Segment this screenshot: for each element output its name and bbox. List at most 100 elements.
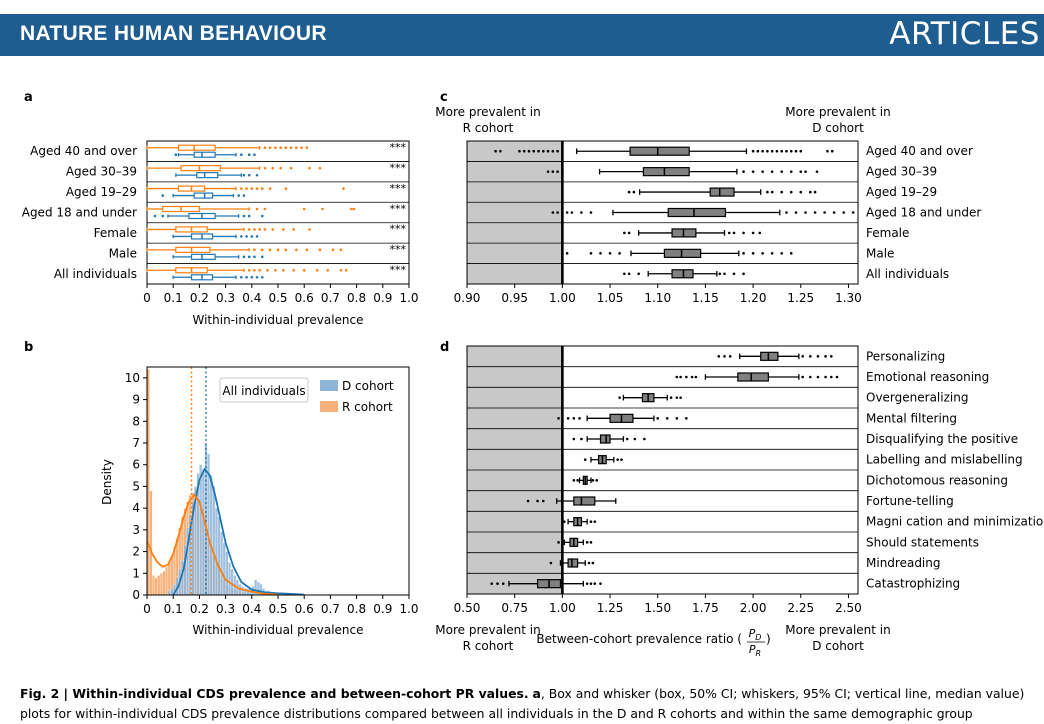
panel-c-series-outlier [727,231,731,235]
panel-b-r-hist-bar [157,575,161,596]
panel-c-series-outlier [809,190,812,194]
panel-c-series-outlier [623,231,626,235]
panel-d-series-outlier [685,375,688,379]
panel-a-r-cohort-outlier [253,248,256,252]
panel-a-r-cohort-outlier [308,228,311,231]
panel-c-series-outlier [830,149,834,153]
panel-c-xtick-label: 0.90 [454,291,481,305]
panel-b-xtick-label: 0.1 [164,602,183,616]
panel-a-xtick-label: 0.7 [321,291,340,305]
panel-c-series-outlier [494,149,497,153]
panel-c-series-outlier [627,231,631,235]
panel-c-left-note-1: More prevalent in [435,105,540,119]
panel-a-r-cohort-outlier [316,268,319,272]
panel-c-series-outlier [780,252,784,255]
panel-c-right-note-1: More prevalent in [785,105,890,119]
panel-a-frame [146,140,410,285]
panel-a-r-cohort-outlier [255,207,259,211]
panel-a-r-cohort-outlier [274,268,277,272]
panel-d-series-outlier [669,396,673,399]
panel-b-xtick-label: 0.6 [295,602,314,616]
panel-b-ytick-label: 10 [125,371,140,385]
panel-a-significance: *** [390,264,407,277]
panel-d-category-label: Emotional reasoning [866,370,989,384]
panel-d-series-outlier [589,520,593,523]
panel-a-d-cohort-outlier [153,214,157,218]
panel-a-r-cohort-outlier [266,268,269,272]
panel-d-series-outlier [496,582,499,585]
panel-d-xtick-label: 2.00 [740,601,767,615]
panel-c-series-outlier [608,252,612,255]
panel-c-series-outlier [518,149,521,153]
panel-b-legend-d-label: D cohort [342,379,394,393]
panel-a-d-cohort-outlier [240,235,243,238]
panel-d-series-outlier [801,375,804,379]
panel-d-series-outlier [809,355,812,358]
panel-c-series-outlier [632,190,636,194]
panel-c-series-outlier [580,211,583,214]
panel-b-d-hist-bar [220,531,224,596]
panel-a-r-cohort-outlier [255,187,259,190]
panel-a-d-cohort-outlier [242,194,246,197]
panel-c-series-outlier [826,149,829,153]
panel-c-xtick-label: 1.20 [740,291,767,305]
panel-a-category-label: All individuals [54,267,137,281]
panel-a-r-cohort-outlier [260,187,264,190]
panel-c-series-outlier [780,190,784,194]
panel-a-r-cohort-outlier [260,248,264,252]
panel-d-series-outlier [679,396,682,399]
panel-a-d-cohort-outlier [242,214,246,218]
panel-d-series-outlier [549,561,553,565]
panel-b-histogram: All individuals D cohort R cohort 0 0.1 0.2 0.… [125,366,419,616]
panel-d-series-outlier [679,375,682,379]
panel-d-series-outlier [723,355,726,358]
panel-a-r-cohort-outlier [305,248,309,252]
panel-c-series-outlier [546,170,550,173]
panel-c-series-outlier [804,170,807,173]
panel-d-category-label: Fortune-telling [866,494,954,508]
panel-a-r-cohort-box [180,165,221,172]
panel-d-series-outlier [593,520,597,523]
panel-d-series-outlier [501,582,505,585]
panel-a-d-cohort-outlier [253,255,256,259]
panel-a-xtick-label: 0.4 [242,291,261,305]
panel-b-xtick-label: 0 [143,602,151,616]
panel-a-r-cohort-outlier [352,207,356,211]
panel-a-r-cohort-outlier [318,248,322,252]
panel-a-d-cohort-outlier [161,194,165,197]
panel-c-category-label: Aged 19–29 [866,185,937,199]
panel-a-d-cohort-outlier [255,235,259,238]
panel-d-xtick-label: 1.50 [644,601,671,615]
panel-a-d-cohort-outlier [250,275,254,279]
panel-a-r-cohort-outlier [284,248,288,252]
panel-d-series-outlier [589,582,593,585]
panel-c-series-outlier [556,211,559,214]
panel-c-series-outlier [799,190,803,194]
panel-c-series-outlier [589,252,593,255]
panel-c-series-outlier [627,272,631,276]
panel-a-d-cohort-outlier [247,214,251,218]
panel-c-series-outlier [751,231,755,235]
panel-c-xtick-label: 1.05 [597,291,624,305]
panel-c-series-outlier [623,272,626,276]
panel-a-category-label: Male [109,246,137,260]
panel-d-series-box [567,558,579,568]
panel-c-series-outlier [794,211,798,214]
panel-d-xtick-label: 2.25 [787,601,814,615]
panel-c-xtick-label: 1.00 [549,291,576,305]
panel-c-series-outlier [742,231,745,235]
panel-a-r-cohort-outlier [263,228,267,231]
panel-a-r-cohort-outlier [295,146,298,150]
panel-a-r-cohort-outlier [268,248,272,252]
panel-c-series-outlier [804,211,807,214]
panel-a-r-cohort-outlier [250,187,254,190]
panel-a-r-cohort-box [177,144,216,151]
panel-c-series-outlier [799,149,803,153]
panel-a-d-cohort-box [190,253,216,260]
panel-a-r-cohort-outlier [339,268,343,272]
panel-b-d-hist-bar [167,590,171,596]
panel-a-r-cohort-outlier [268,146,272,150]
panel-a-r-cohort-outlier [274,146,277,150]
panel-c-series-outlier [789,252,793,255]
panel-a-r-cohort-outlier [279,146,282,150]
